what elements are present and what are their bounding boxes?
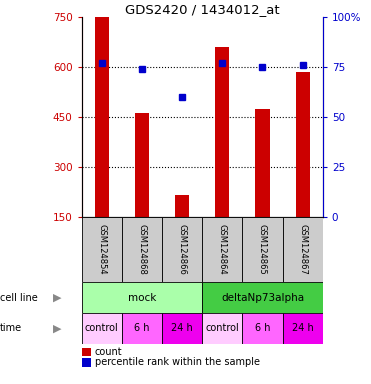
Bar	[135, 113, 149, 217]
Bar	[215, 47, 229, 217]
Text: 24 h: 24 h	[292, 323, 313, 333]
Text: time: time	[0, 323, 22, 333]
Text: 6 h: 6 h	[134, 323, 150, 333]
Bar	[296, 72, 310, 217]
Text: GSM124854: GSM124854	[97, 224, 106, 275]
Bar	[162, 217, 202, 282]
Text: count: count	[95, 347, 122, 357]
Text: GSM124865: GSM124865	[258, 224, 267, 275]
Bar	[256, 109, 269, 217]
Bar	[122, 313, 162, 344]
Text: control: control	[206, 323, 239, 333]
Text: deltaNp73alpha: deltaNp73alpha	[221, 293, 304, 303]
Bar	[242, 217, 283, 282]
Bar	[242, 313, 283, 344]
Bar	[202, 313, 242, 344]
Bar	[175, 195, 189, 217]
Bar	[283, 313, 323, 344]
Bar	[202, 282, 323, 313]
Text: 6 h: 6 h	[255, 323, 270, 333]
Bar	[122, 217, 162, 282]
Text: GSM124864: GSM124864	[218, 224, 227, 275]
Text: GSM124867: GSM124867	[298, 224, 307, 275]
Bar	[82, 313, 122, 344]
Text: mock: mock	[128, 293, 156, 303]
Text: cell line: cell line	[0, 293, 38, 303]
Bar	[82, 282, 202, 313]
Bar	[95, 17, 109, 217]
Bar	[162, 313, 202, 344]
Text: ▶: ▶	[53, 293, 62, 303]
Text: GSM124866: GSM124866	[178, 224, 187, 275]
Text: GSM124868: GSM124868	[137, 224, 147, 275]
Bar	[82, 217, 122, 282]
Text: control: control	[85, 323, 119, 333]
Bar	[283, 217, 323, 282]
Text: ▶: ▶	[53, 323, 62, 333]
Text: percentile rank within the sample: percentile rank within the sample	[95, 358, 260, 367]
Bar	[202, 217, 242, 282]
Title: GDS2420 / 1434012_at: GDS2420 / 1434012_at	[125, 3, 279, 16]
Text: 24 h: 24 h	[171, 323, 193, 333]
